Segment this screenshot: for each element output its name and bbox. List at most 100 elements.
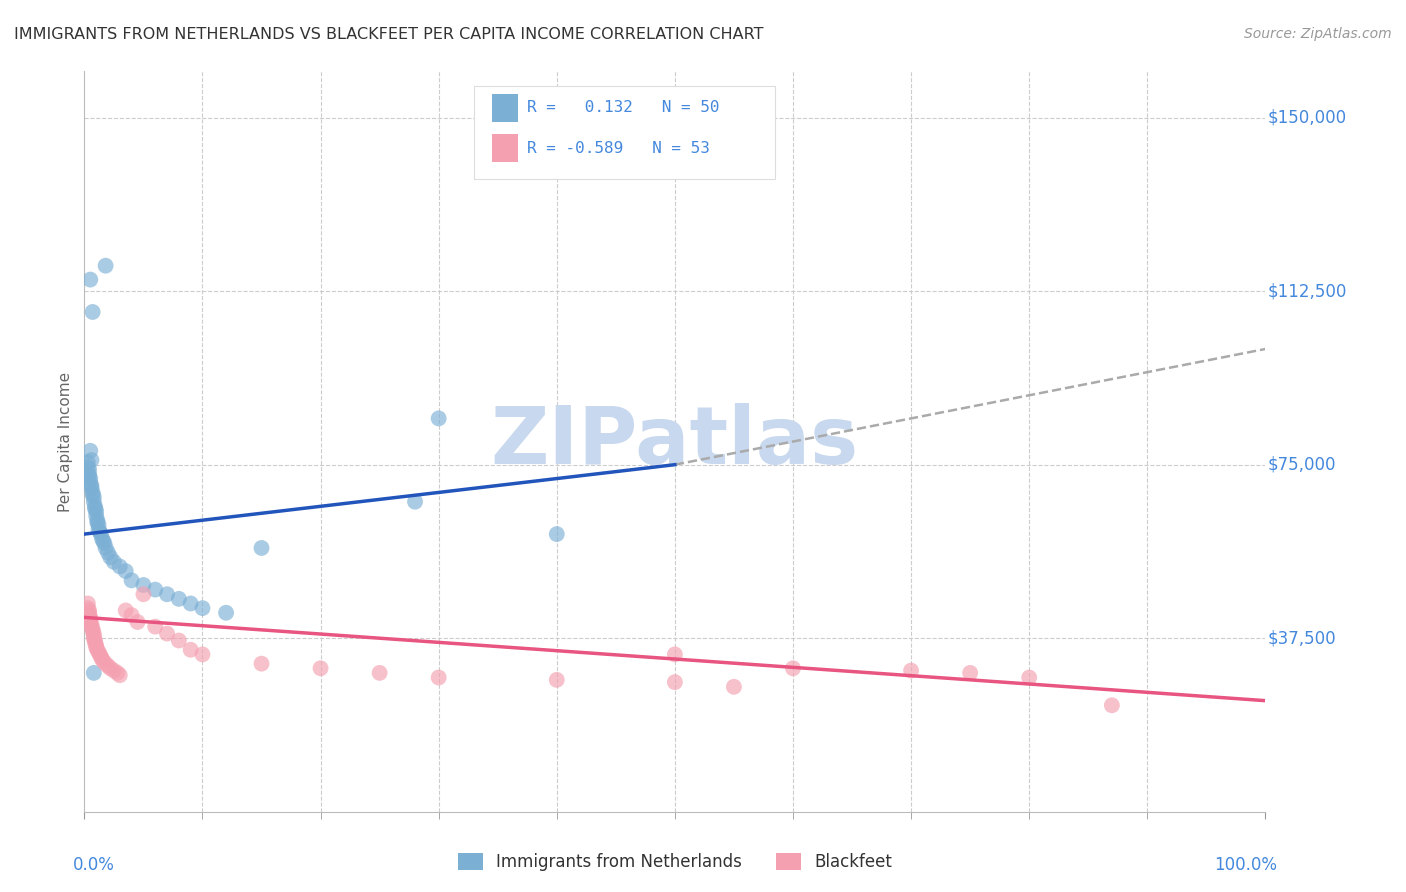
Point	[94, 541, 117, 555]
Text: $150,000: $150,000	[1268, 109, 1347, 127]
Point	[121, 608, 143, 623]
Point	[215, 606, 238, 620]
Y-axis label: Per Capita Income: Per Capita Income	[58, 371, 73, 512]
Point	[97, 545, 120, 560]
Text: R = -0.589   N = 53: R = -0.589 N = 53	[527, 141, 710, 156]
Point	[94, 259, 117, 273]
Point	[77, 606, 100, 620]
Point	[79, 272, 101, 286]
Text: 0.0%: 0.0%	[73, 856, 114, 874]
Text: $112,500: $112,500	[1268, 282, 1347, 300]
Point	[191, 601, 214, 615]
Point	[427, 411, 450, 425]
Point	[546, 527, 568, 541]
Point	[82, 305, 104, 319]
Point	[167, 633, 190, 648]
Point	[132, 578, 155, 592]
Point	[114, 603, 136, 617]
FancyBboxPatch shape	[474, 87, 775, 178]
Point	[87, 517, 110, 532]
Point	[87, 645, 110, 659]
Point	[368, 665, 391, 680]
Point	[84, 636, 107, 650]
Point	[250, 657, 273, 671]
Text: R =   0.132   N = 50: R = 0.132 N = 50	[527, 100, 720, 115]
Point	[89, 648, 111, 662]
Point	[427, 671, 450, 685]
Point	[83, 665, 105, 680]
Point	[83, 629, 105, 643]
Point	[86, 513, 108, 527]
Point	[77, 462, 100, 476]
Point	[79, 613, 101, 627]
Point	[107, 665, 129, 680]
Text: Source: ZipAtlas.com: Source: ZipAtlas.com	[1244, 27, 1392, 41]
Point	[83, 494, 105, 508]
Point	[80, 478, 103, 492]
Point	[114, 564, 136, 578]
Point	[77, 608, 100, 623]
Point	[87, 523, 110, 537]
Point	[80, 481, 103, 495]
Point	[82, 485, 104, 500]
Point	[90, 649, 112, 664]
Point	[98, 661, 121, 675]
Point	[86, 642, 108, 657]
Text: IMMIGRANTS FROM NETHERLANDS VS BLACKFEET PER CAPITA INCOME CORRELATION CHART: IMMIGRANTS FROM NETHERLANDS VS BLACKFEET…	[14, 27, 763, 42]
Point	[94, 657, 117, 671]
Point	[108, 559, 131, 574]
Point	[82, 622, 104, 636]
Point	[546, 673, 568, 687]
Point	[143, 582, 166, 597]
Point	[127, 615, 149, 629]
Point	[80, 453, 103, 467]
Point	[309, 661, 332, 675]
Point	[80, 617, 103, 632]
Point	[959, 665, 981, 680]
Point	[83, 490, 105, 504]
Point	[84, 504, 107, 518]
Point	[84, 500, 107, 514]
Point	[91, 652, 114, 666]
Point	[108, 668, 131, 682]
Point	[404, 494, 426, 508]
Point	[77, 601, 100, 615]
Point	[83, 626, 105, 640]
Point	[156, 587, 179, 601]
Point	[167, 591, 190, 606]
Point	[83, 631, 105, 645]
Point	[103, 664, 125, 678]
Point	[84, 633, 107, 648]
Point	[79, 476, 101, 491]
Point	[84, 501, 107, 516]
Point	[77, 467, 100, 481]
Point	[77, 460, 100, 475]
Point	[132, 587, 155, 601]
Point	[77, 597, 100, 611]
Point	[180, 642, 202, 657]
Point	[77, 603, 100, 617]
Point	[723, 680, 745, 694]
Point	[103, 555, 125, 569]
Legend: Immigrants from Netherlands, Blackfeet: Immigrants from Netherlands, Blackfeet	[451, 846, 898, 878]
Point	[1101, 698, 1123, 713]
Point	[84, 638, 107, 652]
Point	[82, 488, 104, 502]
Point	[79, 610, 101, 624]
Text: $37,500: $37,500	[1268, 629, 1336, 648]
Point	[156, 626, 179, 640]
Point	[82, 624, 104, 639]
FancyBboxPatch shape	[492, 94, 517, 121]
Point	[79, 443, 101, 458]
Text: $75,000: $75,000	[1268, 456, 1336, 474]
Point	[664, 675, 686, 690]
Point	[121, 574, 143, 588]
Point	[84, 508, 107, 523]
Point	[900, 664, 922, 678]
Point	[782, 661, 804, 675]
Point	[180, 597, 202, 611]
FancyBboxPatch shape	[492, 135, 517, 162]
Point	[79, 615, 101, 629]
Point	[89, 524, 111, 539]
Point	[93, 536, 115, 550]
